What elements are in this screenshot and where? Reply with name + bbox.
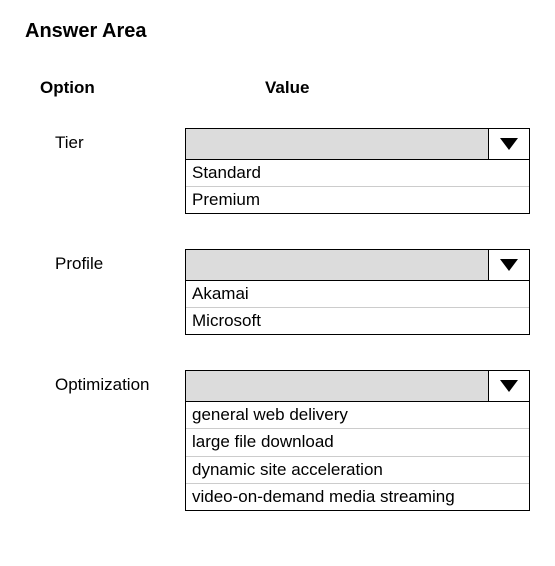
chevron-down-icon: [500, 380, 518, 392]
optimization-label: Optimization: [25, 370, 185, 395]
optimization-option[interactable]: video-on-demand media streaming: [186, 483, 529, 510]
tier-options-list: Standard Premium: [185, 160, 530, 214]
row-profile: Profile Akamai Microsoft: [25, 249, 530, 335]
profile-option[interactable]: Akamai: [186, 281, 529, 307]
tier-dropdown[interactable]: [185, 128, 530, 160]
optimization-option[interactable]: large file download: [186, 428, 529, 455]
tier-option[interactable]: Standard: [186, 160, 529, 186]
chevron-down-icon: [500, 138, 518, 150]
optimization-control: general web delivery large file download…: [185, 370, 530, 510]
profile-dropdown-field[interactable]: [186, 250, 489, 280]
profile-dropdown-arrow[interactable]: [489, 250, 529, 280]
page-title: Answer Area: [25, 20, 530, 43]
profile-option[interactable]: Microsoft: [186, 307, 529, 334]
profile-dropdown[interactable]: [185, 249, 530, 281]
row-tier: Tier Standard Premium: [25, 128, 530, 214]
optimization-option[interactable]: general web delivery: [186, 402, 529, 428]
column-headers: Option Value: [25, 78, 530, 98]
tier-option[interactable]: Premium: [186, 186, 529, 213]
profile-label: Profile: [25, 249, 185, 274]
tier-control: Standard Premium: [185, 128, 530, 214]
optimization-option[interactable]: dynamic site acceleration: [186, 456, 529, 483]
profile-options-list: Akamai Microsoft: [185, 281, 530, 335]
optimization-options-list: general web delivery large file download…: [185, 402, 530, 510]
optimization-dropdown-field[interactable]: [186, 371, 489, 401]
profile-control: Akamai Microsoft: [185, 249, 530, 335]
chevron-down-icon: [500, 259, 518, 271]
optimization-dropdown[interactable]: [185, 370, 530, 402]
optimization-dropdown-arrow[interactable]: [489, 371, 529, 401]
header-option: Option: [25, 78, 185, 98]
row-optimization: Optimization general web delivery large …: [25, 370, 530, 510]
tier-dropdown-field[interactable]: [186, 129, 489, 159]
header-value: Value: [185, 78, 309, 98]
tier-label: Tier: [25, 128, 185, 153]
tier-dropdown-arrow[interactable]: [489, 129, 529, 159]
